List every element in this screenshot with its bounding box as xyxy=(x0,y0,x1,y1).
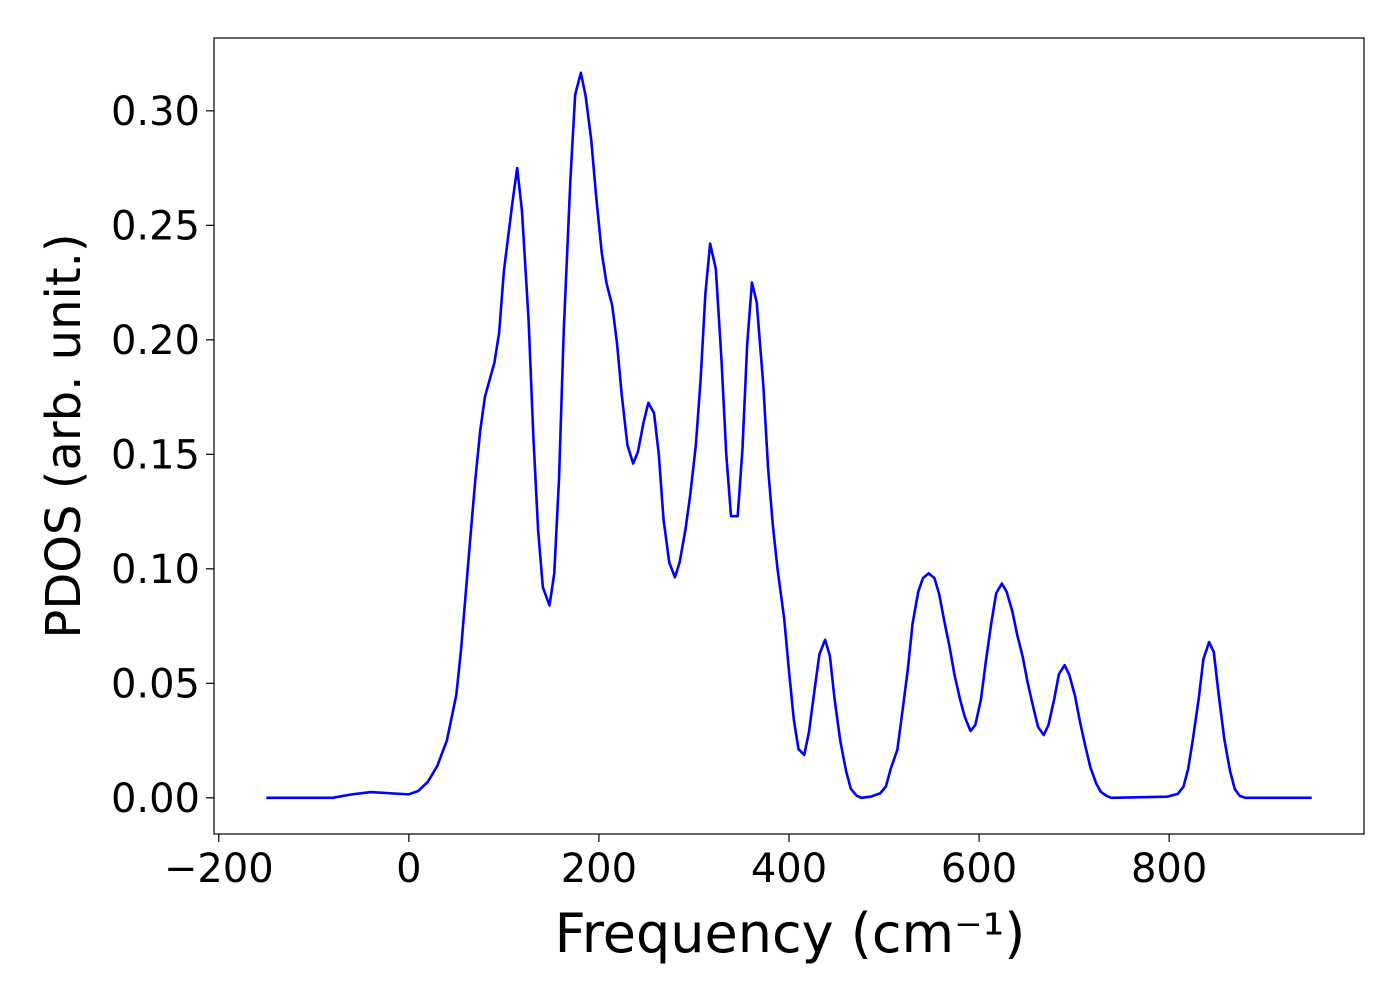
plot-frame xyxy=(213,37,1365,835)
line-series xyxy=(266,71,1312,800)
x-tick-label: 0 xyxy=(396,846,421,892)
y-tick-label: 0.10 xyxy=(111,547,200,593)
y-tick-label: 0.15 xyxy=(111,432,200,478)
y-tick-label: 0.00 xyxy=(111,776,200,822)
x-tick-label: 600 xyxy=(941,846,1017,892)
x-tick-label: 800 xyxy=(1131,846,1207,892)
y-tick-label: 0.05 xyxy=(111,661,200,707)
y-tick-label: 0.30 xyxy=(111,89,200,135)
y-tick-label: 0.25 xyxy=(111,203,200,249)
x-tick-label: 200 xyxy=(561,846,637,892)
x-tick-label: −200 xyxy=(164,846,274,892)
x-tick-label: 400 xyxy=(751,846,827,892)
y-tick-label: 0.20 xyxy=(111,318,200,364)
x-axis-label: Frequency (cm⁻¹) xyxy=(555,902,1026,965)
y-axis-label: PDOS (arb. unit.) xyxy=(36,233,92,638)
